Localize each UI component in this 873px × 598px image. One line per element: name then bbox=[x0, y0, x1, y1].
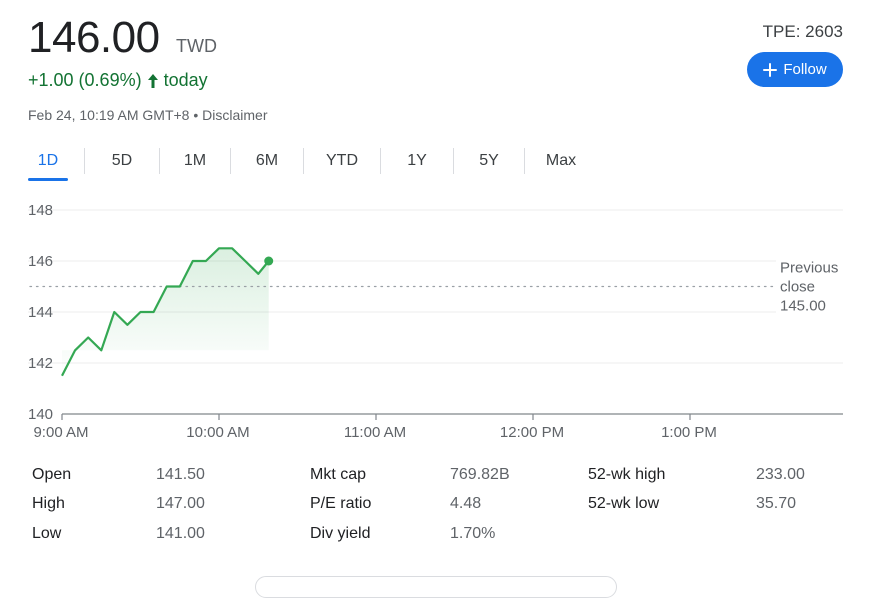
tab-1y[interactable]: 1Y bbox=[407, 152, 427, 169]
tab-separator bbox=[524, 148, 525, 174]
tab-6m[interactable]: 6M bbox=[255, 152, 279, 169]
current-price: 146.00 bbox=[28, 13, 160, 62]
more-about-button[interactable] bbox=[255, 576, 617, 598]
price-change: +1.00 (0.69%) today bbox=[28, 70, 208, 91]
tab-5d[interactable]: 5D bbox=[111, 152, 133, 169]
tab-5y[interactable]: 5Y bbox=[479, 152, 499, 169]
stat-label-open: Open bbox=[32, 466, 72, 483]
tab-separator bbox=[84, 148, 85, 174]
quote-timestamp: Feb 24, 10:19 AM GMT+8 bbox=[28, 107, 190, 123]
y-tick-label: 148 bbox=[28, 202, 53, 219]
y-tick-label: 144 bbox=[28, 304, 53, 321]
price-line bbox=[61, 247, 270, 377]
stat-label-div-yield: Div yield bbox=[310, 525, 371, 542]
stat-label-52-wk-low: 52-wk low bbox=[588, 495, 660, 512]
y-tick-label: 142 bbox=[28, 355, 53, 372]
plus-icon bbox=[763, 62, 778, 77]
previous-close-label: Previous close 145.00 bbox=[776, 258, 846, 317]
x-tick-label: 11:00 AM bbox=[344, 424, 406, 441]
time-range-tabs: 1D 5D 1M 6M YTD 1Y 5Y Max bbox=[28, 145, 597, 181]
x-tick-label: 9:00 AM bbox=[33, 424, 88, 441]
stat-label-low: Low bbox=[32, 525, 62, 542]
tab-separator bbox=[230, 148, 231, 174]
stat-label-mkt-cap: Mkt cap bbox=[310, 466, 367, 483]
x-axis: 9:00 AM 10:00 AM 11:00 AM 12:00 PM 1:00 PM bbox=[33, 413, 843, 441]
tab-separator bbox=[380, 148, 381, 174]
x-tick-label: 12:00 PM bbox=[500, 424, 564, 441]
previous-close-text: Previous bbox=[780, 260, 838, 277]
stat-value-low: 141.00 bbox=[156, 525, 205, 542]
stat-label-p-e-ratio: P/E ratio bbox=[310, 495, 372, 512]
stat-value-p-e-ratio: 4.48 bbox=[450, 495, 482, 512]
arrow-up-icon bbox=[147, 73, 158, 88]
ticker-symbol: TPE: 2603 bbox=[762, 22, 843, 41]
previous-close-text: 145.00 bbox=[780, 298, 826, 315]
stat-label-52-wk-high: 52-wk high bbox=[588, 466, 666, 483]
previous-close-label-bg bbox=[776, 258, 846, 317]
disclaimer-link[interactable]: Disclaimer bbox=[202, 107, 268, 123]
currency-code: TWD bbox=[176, 36, 217, 56]
change-value: +1.00 (0.69%) bbox=[28, 70, 142, 90]
price-chart: 148 146 144 142 140 9:00 AM 10:00 AM 11:00 AM 1… bbox=[28, 202, 846, 441]
y-axis-ticks: 148 146 144 142 140 bbox=[28, 202, 53, 423]
y-tick-label: 146 bbox=[28, 253, 53, 270]
tab-ytd[interactable]: YTD bbox=[326, 152, 358, 169]
x-tick-label: 1:00 PM bbox=[661, 424, 717, 441]
separator-dot: • bbox=[193, 107, 199, 123]
price-area bbox=[62, 248, 269, 376]
tab-separator bbox=[303, 148, 304, 174]
stat-value-52-wk-low: 35.70 bbox=[756, 495, 797, 512]
tab-max[interactable]: Max bbox=[545, 152, 577, 169]
tab-separator bbox=[159, 148, 160, 174]
stat-value-52-wk-high: 233.00 bbox=[756, 466, 805, 483]
stat-value-high: 147.00 bbox=[156, 495, 205, 512]
tab-1m[interactable]: 1M bbox=[183, 152, 207, 169]
current-price-point bbox=[264, 256, 274, 266]
tab-separator bbox=[453, 148, 454, 174]
stat-value-open: 141.50 bbox=[156, 466, 205, 483]
follow-label: Follow bbox=[783, 61, 827, 78]
change-period: today bbox=[163, 70, 208, 90]
quote-timestamp-row: Feb 24, 10:19 AM GMT+8 • Disclaimer bbox=[28, 107, 268, 123]
stat-label-high: High bbox=[32, 495, 65, 512]
y-tick-label: 140 bbox=[28, 406, 53, 423]
tab-1d[interactable]: 1D bbox=[28, 145, 68, 181]
x-tick-label: 10:00 AM bbox=[186, 424, 249, 441]
follow-button[interactable]: Follow bbox=[747, 52, 843, 87]
stat-value-mkt-cap: 769.82B bbox=[450, 466, 510, 483]
stat-value-div-yield: 1.70% bbox=[450, 525, 496, 542]
previous-close-text: close bbox=[780, 279, 815, 296]
